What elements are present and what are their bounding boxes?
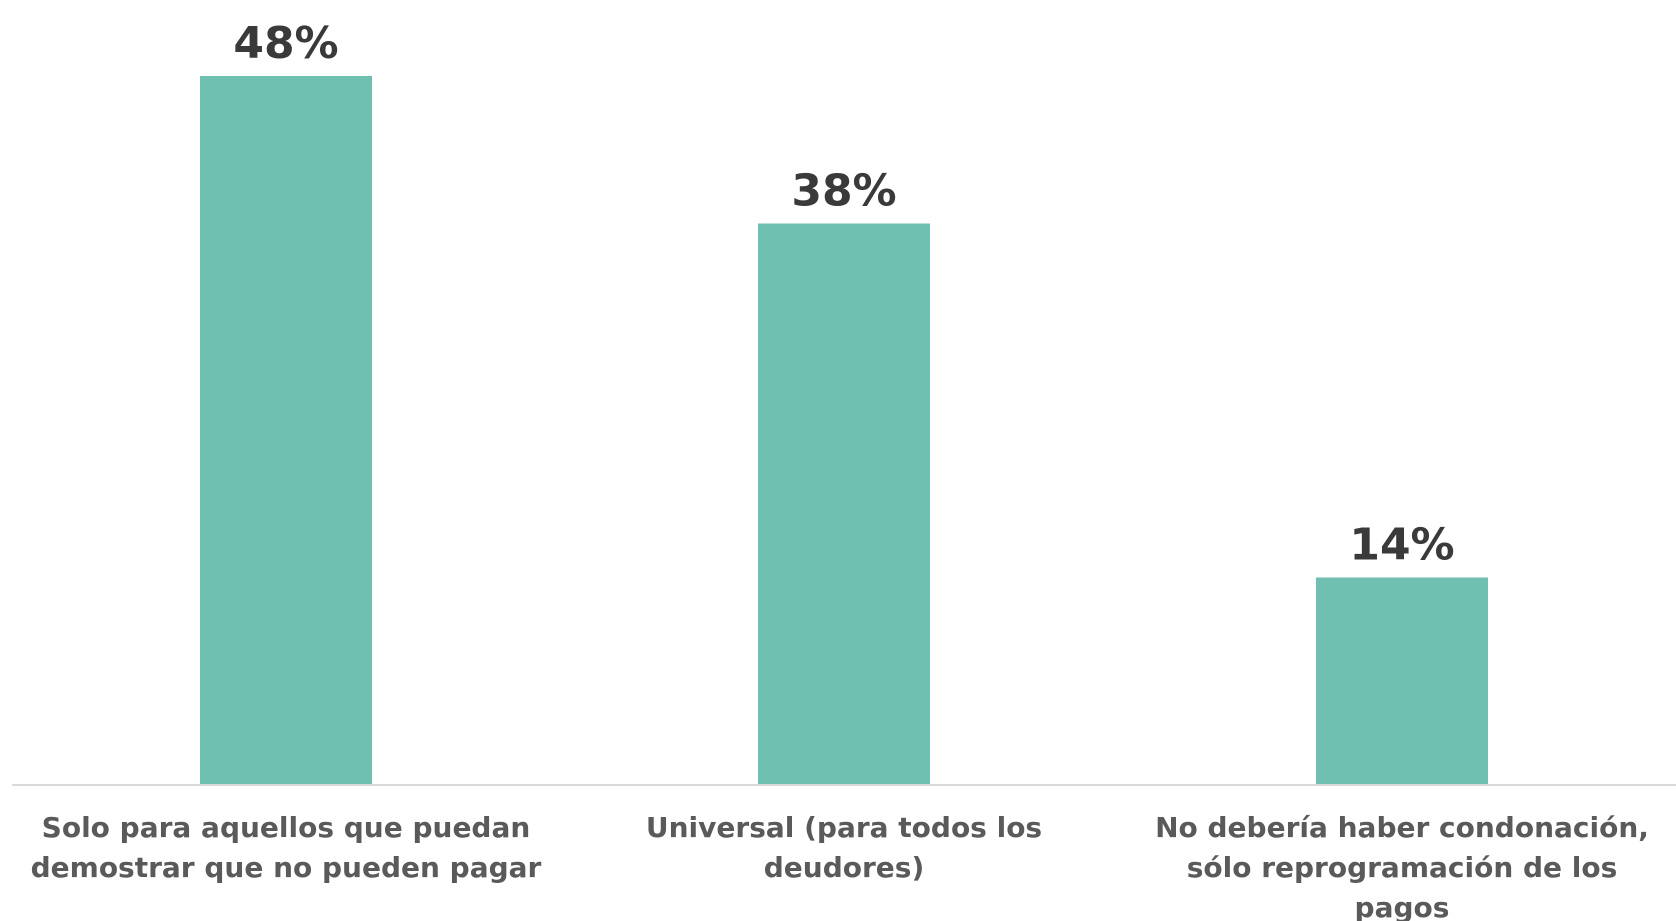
bars-group (200, 76, 1488, 784)
value-label-1: 48% (233, 18, 338, 69)
category-label-3: No debería haber condonación, sólo reprog… (1155, 811, 1649, 921)
category-label-2: Universal (para todos los deudores) (646, 811, 1042, 884)
bar-1 (200, 76, 372, 784)
bar-3 (1316, 577, 1488, 784)
value-label-2: 38% (791, 166, 896, 217)
category-label-1: Solo para aquellos que puedan demostrar q… (31, 811, 542, 884)
category-label-line: Solo para aquellos que puedan (42, 811, 531, 844)
category-labels-group: Solo para aquellos que puedan demostrar q… (31, 811, 1649, 921)
value-labels-group: 48% 38% 14% (233, 18, 1454, 571)
category-label-line: pagos (1355, 891, 1450, 921)
category-label-line: No debería haber condonación, (1155, 811, 1649, 844)
category-label-line: demostrar que no pueden pagar (31, 851, 542, 884)
bar-2 (758, 223, 930, 784)
value-label-3: 14% (1349, 520, 1454, 571)
category-label-line: sólo reprogramación de los (1187, 851, 1618, 884)
category-label-line: Universal (para todos los (646, 811, 1042, 844)
category-label-line: deudores) (764, 851, 925, 884)
